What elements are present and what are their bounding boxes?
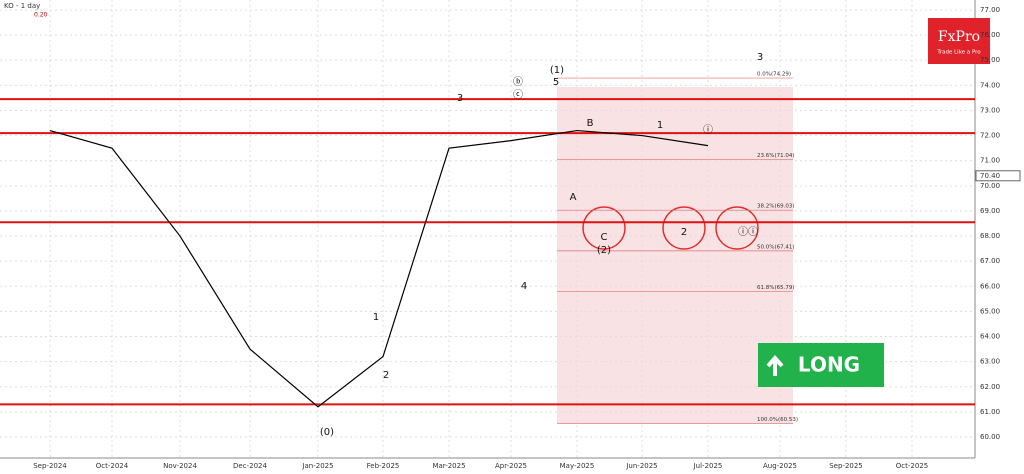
wave-label: (0) (320, 427, 334, 438)
y-tick-label: 60.00 (980, 433, 1000, 441)
x-tick-label: Sep-2024 (33, 462, 67, 470)
y-tick-label: 68.00 (980, 232, 1000, 240)
x-tick-label: Sep-2025 (829, 462, 863, 470)
y-tick-label: 62.00 (980, 383, 1000, 391)
y-tick-label: 77.00 (980, 6, 1000, 14)
x-tick-label: Mar-2025 (432, 462, 465, 470)
wave-label: ⓑ (513, 76, 523, 88)
arrow-up (766, 354, 784, 376)
y-tick-label: 63.00 (980, 358, 1000, 366)
symbol: KO - 1 day (4, 2, 40, 10)
circle (662, 206, 706, 250)
y-tick-label: 74.00 (980, 81, 1000, 89)
wave-label: C (601, 232, 608, 243)
wave-label: 2 (681, 227, 687, 238)
y-tick-label: 73.00 (980, 106, 1000, 114)
circle (715, 206, 759, 250)
fib-box (557, 87, 793, 424)
fib-label: 38.2%(69.03) (757, 204, 795, 210)
price-label: 70.40 (980, 172, 1000, 180)
wave-label: ⓒ (513, 89, 523, 101)
x-tick-label: Nov-2024 (163, 462, 197, 470)
x-tick-label: Oct-2025 (896, 462, 928, 470)
y-tick-label: 66.00 (980, 282, 1000, 290)
wave-label: 1 (657, 120, 663, 131)
signal-label: LONG (798, 353, 860, 377)
price-line (49, 129, 709, 408)
wave-label: 5 (553, 77, 559, 88)
y-tick-label: 65.00 (980, 307, 1000, 315)
fib-label: 50.0%(67.41) (757, 244, 795, 250)
logo-tagline: Trade Like a Pro (936, 50, 981, 56)
fib-label: 0.0%(74.29) (757, 72, 791, 78)
logo-box (928, 18, 990, 64)
x-tick-label: Oct-2024 (96, 462, 129, 470)
logo-name: FxPro (938, 29, 980, 45)
fib-label: 23.6%(71.04) (757, 153, 795, 159)
fib-label: 61.8%(65.79) (757, 285, 795, 291)
wave-label: ⓘ (703, 124, 713, 136)
y-tick-label: 75.00 (980, 56, 1000, 64)
wave-label: (1) (550, 65, 564, 76)
x-tick-label: May-2025 (560, 462, 595, 470)
wave-label: ⓘⓘ (738, 226, 758, 238)
fib-label: 100.0%(60.53) (757, 417, 798, 423)
y-tick-label: 76.00 (980, 31, 1000, 39)
y-tick-label: 69.00 (980, 207, 1000, 215)
y-tick-label: 71.00 (980, 157, 1000, 165)
price-tag (975, 170, 1021, 182)
wave-label: (2) (597, 245, 611, 256)
y-tick-label: 70.00 (980, 182, 1000, 190)
wave-label: 2 (383, 370, 389, 381)
wave-label: 1 (373, 312, 379, 323)
x-tick-label: Feb-2025 (367, 462, 400, 470)
x-tick-label: Apr-2025 (495, 462, 527, 470)
y-tick-label: 61.00 (980, 408, 1000, 416)
x-tick-label: Jan-2025 (301, 462, 333, 470)
x-tick-label: Aug-2025 (763, 462, 797, 470)
wave-label: B (587, 118, 594, 129)
wave-label: A (570, 192, 577, 203)
y-tick-label: 72.00 (980, 132, 1000, 140)
wave-label: 4 (521, 281, 527, 292)
circle (582, 206, 626, 250)
y-tick-label: 64.00 (980, 333, 1000, 341)
x-tick-label: Dec-2024 (233, 462, 267, 470)
wave-label: 3 (757, 52, 763, 63)
x-tick-label: Jul-2025 (693, 462, 723, 470)
wave-label: 3 (457, 93, 463, 104)
x-tick-label: Jun-2025 (625, 462, 657, 470)
indicator: 0.20 (34, 12, 48, 19)
y-tick-label: 67.00 (980, 257, 1000, 265)
